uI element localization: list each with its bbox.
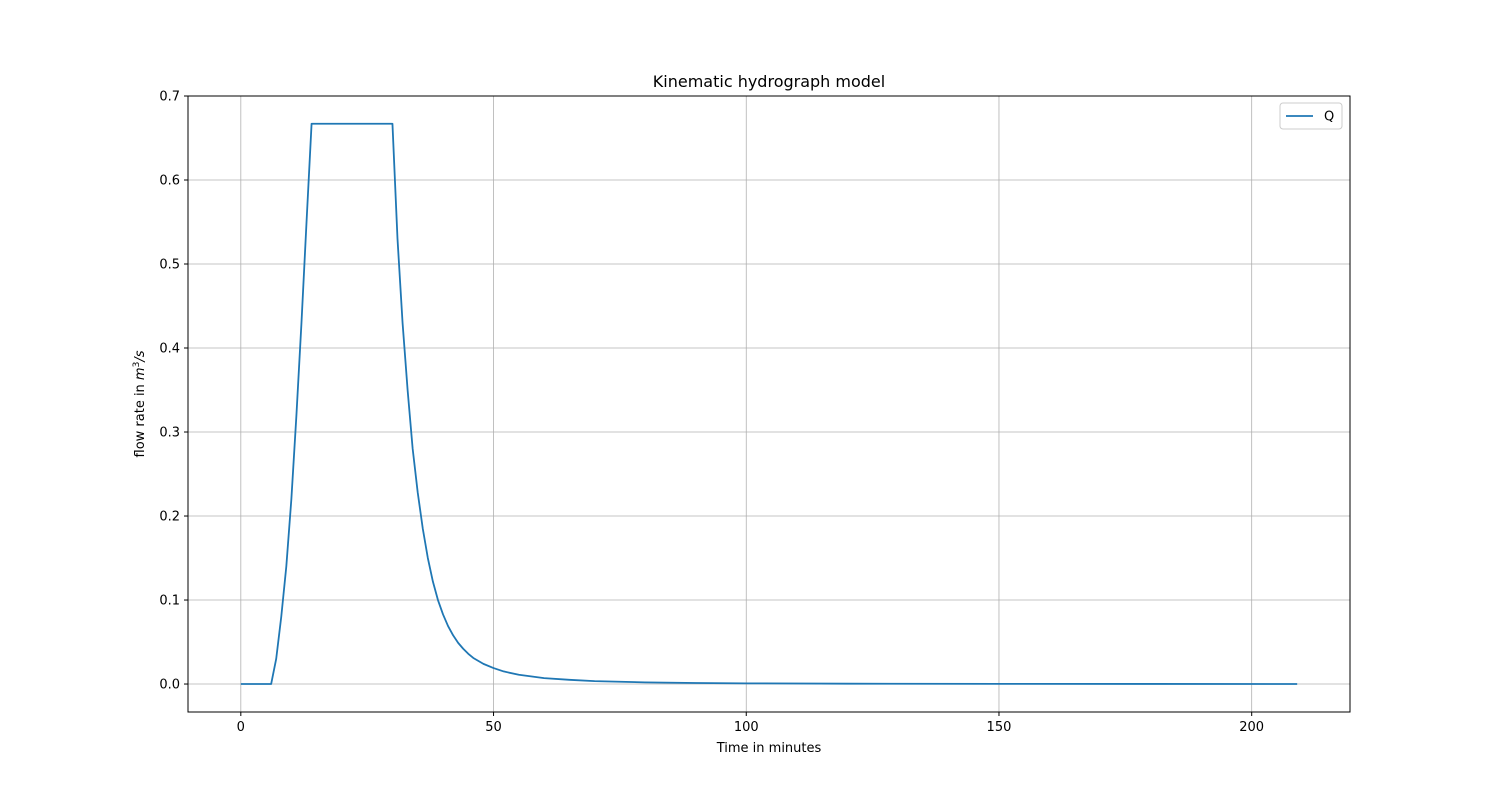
legend-label: Q bbox=[1324, 110, 1334, 125]
y-tick-label: 0.0 bbox=[159, 678, 180, 693]
x-tick-label: 200 bbox=[1239, 720, 1264, 735]
y-tick-label: 0.7 bbox=[159, 90, 180, 105]
ticks: 0 50 100 150 200 0.0 0.1 0.2 0.3 0.4 0.5 0.6 0.7 bbox=[159, 90, 1264, 736]
y-axis-label-unit-suffix: /s bbox=[133, 350, 148, 362]
x-axis-label: Time in minutes bbox=[716, 741, 822, 756]
y-axis-label-prefix: flow rate in bbox=[133, 380, 148, 457]
y-tick-label: 0.5 bbox=[159, 258, 180, 273]
x-tick-label: 0 bbox=[237, 720, 245, 735]
y-tick-label: 0.3 bbox=[159, 426, 180, 441]
y-tick-label: 0.2 bbox=[159, 510, 180, 525]
x-tick-label: 100 bbox=[734, 720, 759, 735]
x-tick-label: 50 bbox=[485, 720, 502, 735]
y-tick-label: 0.6 bbox=[159, 174, 180, 189]
y-axis-label: flow rate in m3/s bbox=[132, 350, 148, 457]
series-line-Q bbox=[240, 122, 1298, 685]
axes-frame bbox=[187, 95, 1351, 713]
y-axis-label-unit-base: m bbox=[133, 367, 148, 380]
y-axis-label-unit-sup: 3 bbox=[132, 362, 142, 368]
legend: Q bbox=[1279, 102, 1343, 130]
y-tick-label: 0.4 bbox=[159, 342, 180, 357]
x-tick-label: 150 bbox=[987, 720, 1012, 735]
plot-lines bbox=[240, 122, 1298, 685]
chart-title: Kinematic hydrograph model bbox=[653, 72, 885, 91]
y-tick-label: 0.1 bbox=[159, 594, 180, 609]
